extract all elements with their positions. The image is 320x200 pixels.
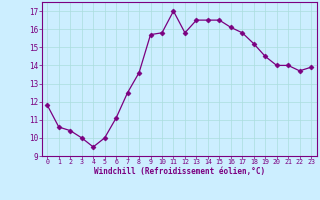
X-axis label: Windchill (Refroidissement éolien,°C): Windchill (Refroidissement éolien,°C) — [94, 167, 265, 176]
